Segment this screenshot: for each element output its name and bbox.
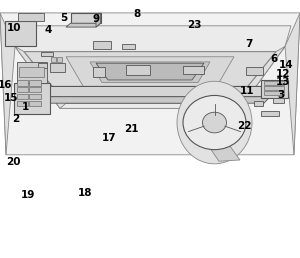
- Polygon shape: [93, 67, 105, 77]
- Polygon shape: [18, 13, 44, 21]
- Polygon shape: [183, 66, 204, 74]
- Bar: [16, 87, 28, 92]
- Polygon shape: [273, 98, 284, 103]
- Polygon shape: [93, 41, 111, 49]
- Bar: [29, 80, 41, 86]
- Bar: [264, 86, 284, 90]
- Bar: [29, 94, 41, 99]
- Bar: [51, 57, 56, 62]
- Text: 11: 11: [240, 86, 254, 96]
- Polygon shape: [66, 23, 100, 27]
- Polygon shape: [96, 13, 100, 27]
- Bar: [29, 101, 41, 106]
- Text: 16: 16: [0, 80, 12, 90]
- Polygon shape: [0, 13, 66, 155]
- Bar: [264, 81, 284, 85]
- Polygon shape: [261, 80, 288, 98]
- Polygon shape: [30, 97, 270, 103]
- Text: 22: 22: [238, 121, 252, 131]
- Text: 21: 21: [124, 124, 139, 134]
- Polygon shape: [15, 46, 285, 108]
- Text: 3: 3: [278, 90, 285, 100]
- Polygon shape: [4, 21, 36, 46]
- Polygon shape: [50, 63, 64, 72]
- Text: 1: 1: [22, 102, 29, 112]
- Circle shape: [202, 112, 226, 133]
- Bar: [264, 91, 284, 95]
- Polygon shape: [0, 13, 300, 155]
- Text: 8: 8: [133, 9, 140, 19]
- Polygon shape: [254, 101, 263, 106]
- Polygon shape: [38, 63, 46, 68]
- Text: 12: 12: [275, 69, 290, 79]
- Polygon shape: [261, 111, 279, 116]
- Bar: [16, 101, 28, 106]
- Text: 5: 5: [60, 13, 67, 22]
- Text: 6: 6: [270, 54, 277, 64]
- Text: 18: 18: [77, 189, 92, 198]
- Ellipse shape: [177, 81, 252, 164]
- Polygon shape: [90, 62, 210, 83]
- Text: 13: 13: [275, 77, 290, 87]
- Text: 7: 7: [245, 39, 253, 49]
- Text: 19: 19: [20, 190, 35, 200]
- Polygon shape: [126, 64, 150, 75]
- Circle shape: [183, 95, 246, 150]
- Text: 17: 17: [102, 133, 117, 143]
- Bar: [29, 87, 41, 92]
- Bar: [57, 57, 61, 62]
- Polygon shape: [66, 57, 234, 88]
- Bar: [16, 94, 28, 99]
- Text: 4: 4: [44, 26, 52, 35]
- Text: 14: 14: [279, 60, 294, 69]
- Polygon shape: [70, 13, 101, 23]
- Bar: [16, 80, 28, 86]
- Text: 23: 23: [187, 20, 202, 29]
- Polygon shape: [204, 139, 240, 161]
- Polygon shape: [96, 63, 204, 80]
- Polygon shape: [16, 62, 46, 83]
- Polygon shape: [14, 83, 50, 114]
- Polygon shape: [122, 44, 135, 49]
- Text: 15: 15: [4, 93, 19, 103]
- Polygon shape: [246, 67, 262, 75]
- Polygon shape: [24, 52, 276, 103]
- Polygon shape: [40, 52, 52, 56]
- Text: 2: 2: [12, 114, 20, 124]
- Text: 10: 10: [7, 23, 21, 33]
- Text: 20: 20: [7, 157, 21, 167]
- Polygon shape: [9, 26, 291, 108]
- Polygon shape: [18, 86, 282, 97]
- Bar: [19, 67, 44, 77]
- Polygon shape: [234, 13, 300, 155]
- Text: 9: 9: [92, 14, 100, 23]
